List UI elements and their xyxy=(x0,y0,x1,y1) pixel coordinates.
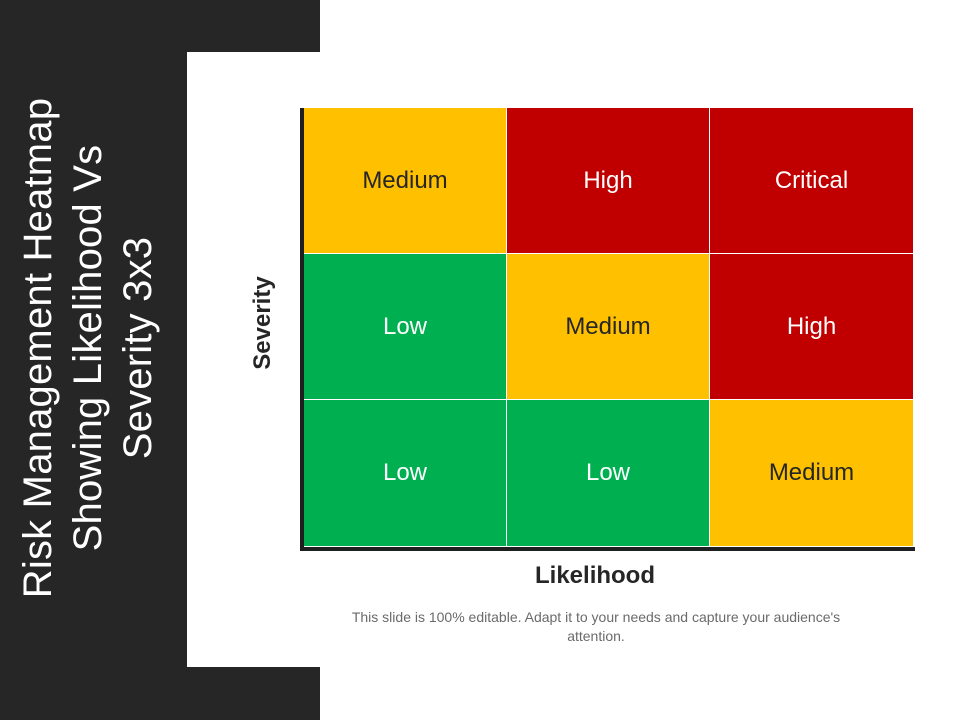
y-axis-label: Severity xyxy=(249,276,276,370)
heatmap-cell-medium: Medium xyxy=(507,254,710,400)
heatmap-cell-high: High xyxy=(710,254,913,400)
heatmap-cell-low: Low xyxy=(304,400,507,546)
slide-caption: This slide is 100% editable. Adapt it to… xyxy=(351,609,841,644)
slide-title: Risk Management Heatmap Showing Likeliho… xyxy=(16,97,160,599)
heatmap-cell-medium: Medium xyxy=(710,400,913,546)
x-axis-label: Likelihood xyxy=(535,562,655,589)
heatmap-cell-low: Low xyxy=(304,254,507,400)
heatmap-cell-low: Low xyxy=(507,400,710,546)
heatmap-cell-high: High xyxy=(507,108,710,254)
x-axis-line xyxy=(300,547,915,551)
y-axis-line xyxy=(300,108,304,551)
sidebar-white-panel xyxy=(187,52,320,667)
heatmap-cell-medium: Medium xyxy=(304,108,507,254)
heatmap-cell-critical: Critical xyxy=(710,108,913,254)
risk-heatmap: Medium High Critical Low Medium High Low Low Med… xyxy=(304,108,913,546)
